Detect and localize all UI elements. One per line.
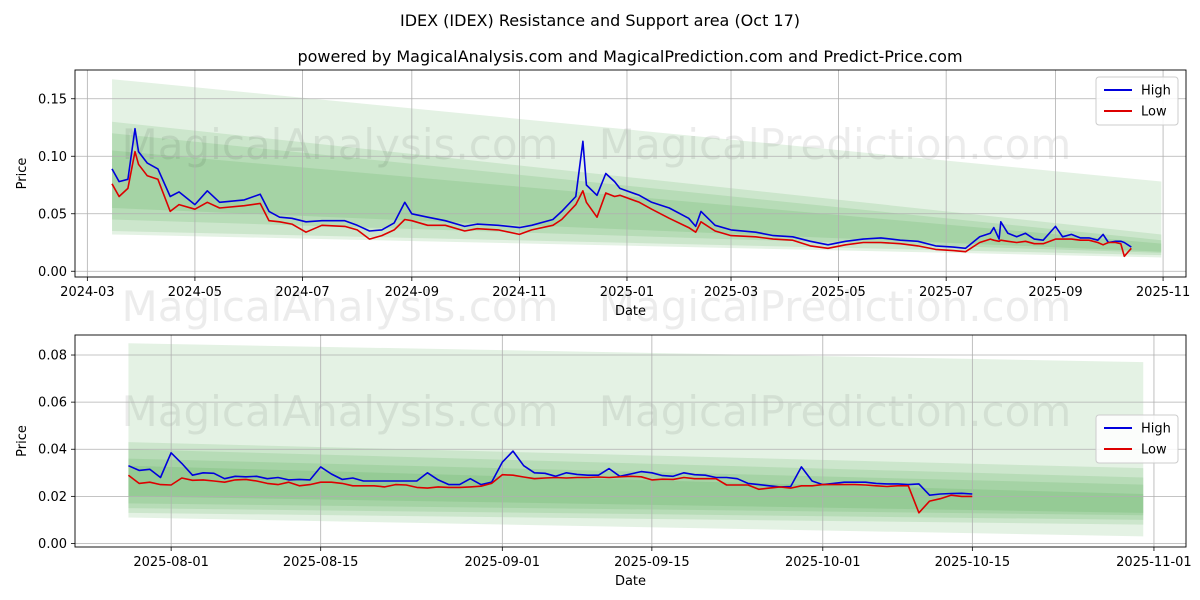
x-tick-label: 2025-03 [704,285,758,300]
x-tick-label: 2025-10-01 [785,555,861,570]
series-line-high [111,127,1132,250]
x-tick-label: 2024-11 [492,285,546,300]
x-tick-label: 2025-09-01 [465,555,541,570]
support-band-3 [128,458,1144,516]
series-line-low [111,150,1132,258]
x-tick-label: 2025-01 [600,285,654,300]
y-axis-label: Price [15,425,30,457]
x-tick-label: 2025-09 [1028,285,1082,300]
series-line-high [128,450,973,496]
series-line-low [127,473,973,514]
x-tick-label: 2025-07 [919,285,973,300]
y-tick-label: 0.15 [38,92,67,107]
legend-label-high: High [1141,84,1171,99]
y-tick-label: 0.00 [38,265,67,280]
legend-label-low: Low [1141,105,1167,120]
y-tick-label: 0.06 [38,396,67,411]
y-tick-label: 0.02 [38,490,67,505]
x-tick-label: 2024-05 [168,285,222,300]
x-tick-label: 2025-11-01 [1116,555,1192,570]
watermark-right: MagicalPrediction.com [599,120,1072,169]
plot-frame [74,334,1187,548]
watermark-right-lower: MagicalPrediction.com [599,282,1072,331]
support-band-0 [112,79,1162,258]
y-tick-label: 0.00 [38,537,67,552]
x-tick-label: 2025-09-15 [614,555,690,570]
plot-frame [74,69,1187,278]
x-tick-label: 2025-05 [811,285,865,300]
support-band-1 [128,442,1144,525]
y-tick-label: 0.10 [38,150,67,165]
y-axis-label: Price [15,158,30,190]
support-band-2 [112,133,1162,253]
x-tick-label: 2024-03 [60,285,114,300]
watermark-left: MagicalAnalysis.com [122,120,559,169]
x-tick-label: 2025-11 [1136,285,1190,300]
x-tick-label: 2025-08-15 [283,555,359,570]
y-tick-label: 0.08 [38,349,67,364]
x-tick-label: 2025-08-01 [133,555,209,570]
legend-label-high: High [1141,422,1171,437]
x-tick-label: 2025-10-15 [935,555,1011,570]
x-tick-label: 2024-07 [275,285,329,300]
watermark-left-lower: MagicalAnalysis.com [122,282,559,331]
y-tick-label: 0.05 [38,207,67,222]
chart-subtitle: powered by MagicalAnalysis.com and Magic… [297,47,962,66]
panel-full-history: MagicalAnalysis.com MagicalPrediction.com… [15,69,1190,331]
x-axis-label: Date [615,304,646,319]
watermark-right: MagicalPrediction.com [599,387,1072,436]
panel-recent: MagicalAnalysis.com MagicalPrediction.com… [15,334,1192,589]
watermark-left: MagicalAnalysis.com [122,387,559,436]
chart-title: IDEX (IDEX) Resistance and Support area … [400,11,800,30]
support-band-0 [128,343,1144,537]
x-axis-label: Date [615,574,646,589]
x-tick-label: 2024-09 [385,285,439,300]
legend-label-low: Low [1141,443,1167,458]
y-tick-label: 0.04 [38,443,67,458]
support-band-2 [128,449,1144,520]
support-band-4 [128,465,1144,513]
support-band-1 [112,121,1162,256]
